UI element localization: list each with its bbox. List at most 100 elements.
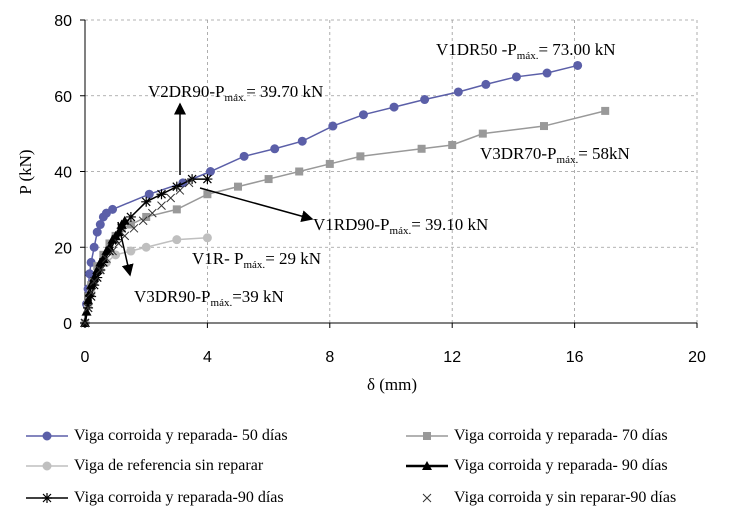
data-point (478, 129, 487, 138)
data-point (92, 272, 103, 283)
legend-marker (423, 432, 431, 440)
data-point (108, 246, 117, 256)
legend-marker (42, 431, 52, 441)
x-tick-label: 4 (203, 349, 212, 366)
data-point (264, 175, 273, 184)
data-point (328, 121, 338, 131)
x-tick-label: 20 (688, 349, 706, 366)
data-point (126, 246, 136, 256)
data-point (573, 60, 583, 70)
legend-label: Viga corroida y reparada-90 días (74, 489, 284, 506)
data-point (202, 233, 212, 243)
x-tick-label: 16 (566, 349, 584, 366)
data-point (358, 110, 368, 120)
data-point (141, 196, 152, 207)
x-tick-label: 8 (325, 349, 334, 366)
annotation-arrow (199, 187, 314, 222)
data-point (156, 189, 167, 200)
data-point (142, 212, 151, 221)
legend-item: Viga corroida y reparada- 50 días (24, 426, 288, 446)
data-point (187, 174, 198, 185)
legend-symbol (26, 461, 68, 471)
legend-label: Viga corroida y reparada- 90 días (454, 457, 668, 474)
data-point (104, 246, 115, 257)
data-point (171, 181, 182, 192)
y-tick-label: 20 (54, 240, 72, 257)
data-point (89, 276, 99, 286)
axes: 0 4 8 12 16 20 0 20 40 60 80 (54, 13, 706, 366)
legend-symbol (406, 461, 448, 470)
legend-item: Viga corroida y reparada- 90 días (404, 456, 668, 476)
annotation-label: V3DR90-Pmáx.=39 kN (134, 287, 284, 309)
data-point (83, 303, 93, 313)
x-axis-title: δ (mm) (367, 375, 417, 394)
data-point (95, 265, 105, 275)
data-point (166, 193, 176, 203)
legend-symbol (422, 493, 432, 503)
data-point (389, 102, 399, 112)
annotation-label: V1R- Pmáx.= 29 kN (192, 249, 321, 271)
legend-symbol (26, 431, 68, 441)
data-point (270, 144, 280, 154)
annotation-label: V3DR70-Pmáx.= 58kN (480, 144, 630, 166)
series-6 (80, 178, 194, 328)
data-point (172, 205, 181, 214)
legend-item: Viga de referencia sin reparar (24, 456, 263, 476)
x-tick-label: 12 (443, 349, 461, 366)
data-point (234, 182, 242, 191)
grid-lines (85, 19, 698, 323)
data-point (138, 216, 148, 226)
data-point (601, 106, 610, 115)
data-point (202, 174, 213, 185)
annotation-label: V1RD90-Pmáx.= 39.10 kN (313, 215, 488, 237)
data-point (98, 257, 109, 268)
legend-marker (422, 493, 432, 503)
y-tick-label: 80 (54, 13, 72, 30)
y-tick-label: 40 (54, 165, 72, 182)
data-point (297, 136, 307, 146)
legend-label: Viga de referencia sin reparar (74, 457, 264, 474)
legend-marker (42, 461, 52, 471)
data-point (203, 190, 212, 199)
data-point (89, 242, 99, 252)
data-point (540, 122, 548, 131)
y-tick-label: 0 (63, 316, 72, 333)
data-point (86, 291, 97, 302)
data-point (129, 223, 139, 233)
annotations-layer: V1DR50 -Pmáx.= 73.00 kN V2DR90-Pmáx.= 39.… (117, 40, 630, 309)
legend-label: Viga corroida y reparada- 70 días (454, 427, 668, 444)
data-point (481, 79, 491, 89)
annotation-arrow (117, 221, 134, 277)
legend-item: Viga corroida y reparada-90 días (24, 488, 284, 508)
data-point (157, 201, 166, 210)
data-point (81, 306, 92, 316)
data-point (542, 68, 552, 78)
series-layer (80, 60, 610, 328)
data-point (110, 234, 121, 245)
data-point (295, 167, 304, 176)
annotation-label: V2DR90-Pmáx.= 39.70 kN (148, 82, 323, 104)
data-point (116, 223, 127, 234)
x-tick-label: 0 (81, 349, 90, 366)
data-point (111, 250, 121, 260)
legend-label: Viga corroida y reparada- 50 días (74, 427, 288, 444)
data-point (184, 178, 194, 188)
data-point (448, 140, 457, 149)
data-point (417, 144, 426, 153)
data-point (89, 280, 100, 291)
data-point (325, 159, 334, 168)
y-axis-title: P (kN) (16, 149, 35, 194)
data-point (126, 220, 135, 229)
data-point (108, 204, 118, 214)
data-point (80, 318, 90, 328)
data-point (175, 186, 185, 195)
legend-item: Viga corroida y sin reparar-90 días (404, 488, 676, 508)
annotation-label: V1DR50 -Pmáx.= 73.00 kN (436, 40, 616, 62)
legend-symbol (26, 493, 68, 503)
legend-symbol (406, 432, 448, 440)
data-point (147, 208, 157, 218)
data-point (172, 235, 182, 245)
legend-item: Viga corroida y reparada- 70 días (404, 426, 668, 446)
data-point (86, 288, 96, 298)
data-point (356, 152, 365, 161)
